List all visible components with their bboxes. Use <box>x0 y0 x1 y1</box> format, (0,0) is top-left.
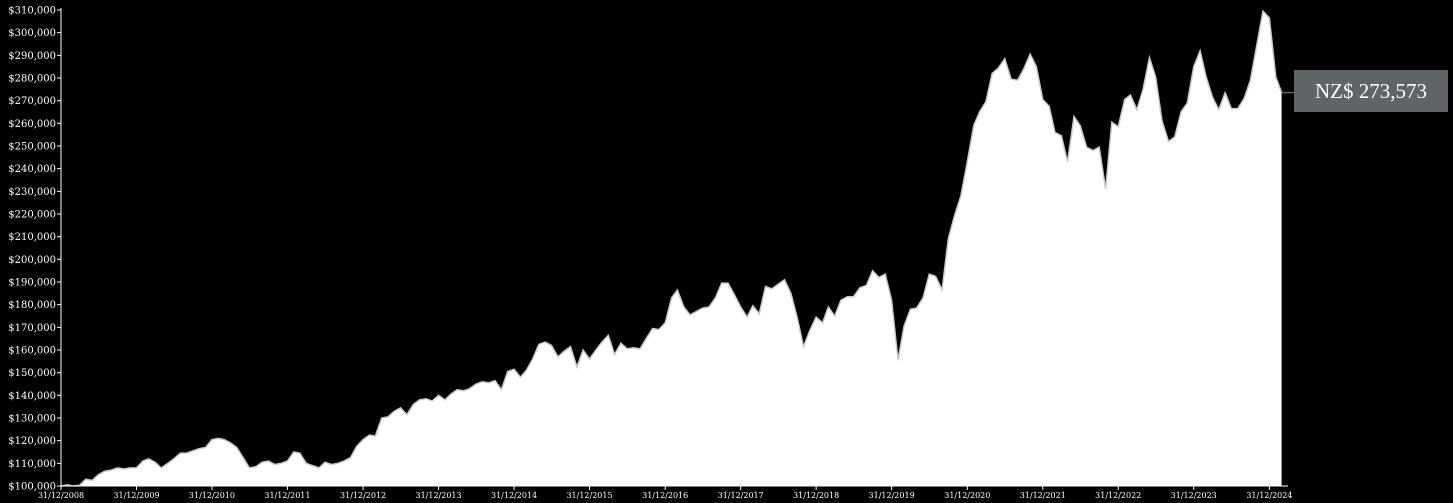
x-tick-label: 31/12/2009 <box>113 491 159 500</box>
series-line <box>60 9 1283 487</box>
y-tick-label: $270,000 <box>8 96 56 107</box>
x-tick-label: 31/12/2013 <box>416 491 462 500</box>
y-tick-label: $260,000 <box>8 119 56 130</box>
x-tick-label: 31/12/2023 <box>1171 491 1217 500</box>
x-tick-label: 31/12/2019 <box>869 491 915 500</box>
y-tick-label: $220,000 <box>8 210 56 221</box>
x-tick-label: 31/12/2014 <box>491 491 537 500</box>
x-tick-label: 31/12/2017 <box>718 491 764 500</box>
y-tick-label: $100,000 <box>8 482 56 493</box>
y-tick-label: $240,000 <box>8 164 56 175</box>
x-tick-label: 31/12/2020 <box>944 491 990 500</box>
x-tick-label: 31/12/2011 <box>264 491 310 500</box>
y-tick-label: $110,000 <box>8 459 56 470</box>
y-tick-label: $310,000 <box>8 6 56 17</box>
y-tick-label: $190,000 <box>8 278 56 289</box>
y-axis-ticks: $100,000 $110,000 $120,000 $130,000 $140,000… <box>8 6 61 493</box>
x-axis-ticks: 31/12/2008 31/12/2009 31/12/2010 31/12/2011… <box>38 486 1292 500</box>
x-tick-label: 31/12/2021 <box>1020 491 1066 500</box>
x-tick-label: 31/12/2010 <box>189 491 235 500</box>
y-tick-label: $150,000 <box>8 368 56 379</box>
x-tick-label: 31/12/2015 <box>566 491 612 500</box>
y-tick-label: $280,000 <box>8 74 56 85</box>
y-tick-label: $300,000 <box>8 28 56 39</box>
y-tick-label: $120,000 <box>8 436 56 447</box>
y-tick-label: $200,000 <box>8 255 56 266</box>
x-tick-label: 31/12/2022 <box>1095 491 1141 500</box>
y-tick-label: $290,000 <box>8 51 56 62</box>
y-tick-label: $230,000 <box>8 187 56 198</box>
y-tick-label: $250,000 <box>8 142 56 153</box>
x-tick-label: 31/12/2016 <box>642 491 688 500</box>
y-tick-label: $140,000 <box>8 391 56 402</box>
x-tick-label: 31/12/2012 <box>340 491 386 500</box>
series-area-fill <box>61 11 1282 486</box>
x-tick-label: 31/12/2008 <box>38 491 84 500</box>
y-tick-label: $160,000 <box>8 346 56 357</box>
y-tick-label: $130,000 <box>8 414 56 425</box>
y-tick-label: $170,000 <box>8 323 56 334</box>
x-tick-label: 31/12/2018 <box>793 491 839 500</box>
latest-value-callout: NZ$ 273,573 <box>1294 70 1448 112</box>
y-tick-label: $210,000 <box>8 232 56 243</box>
y-tick-label: $180,000 <box>8 300 56 311</box>
x-tick-label: 31/12/2024 <box>1246 491 1292 500</box>
